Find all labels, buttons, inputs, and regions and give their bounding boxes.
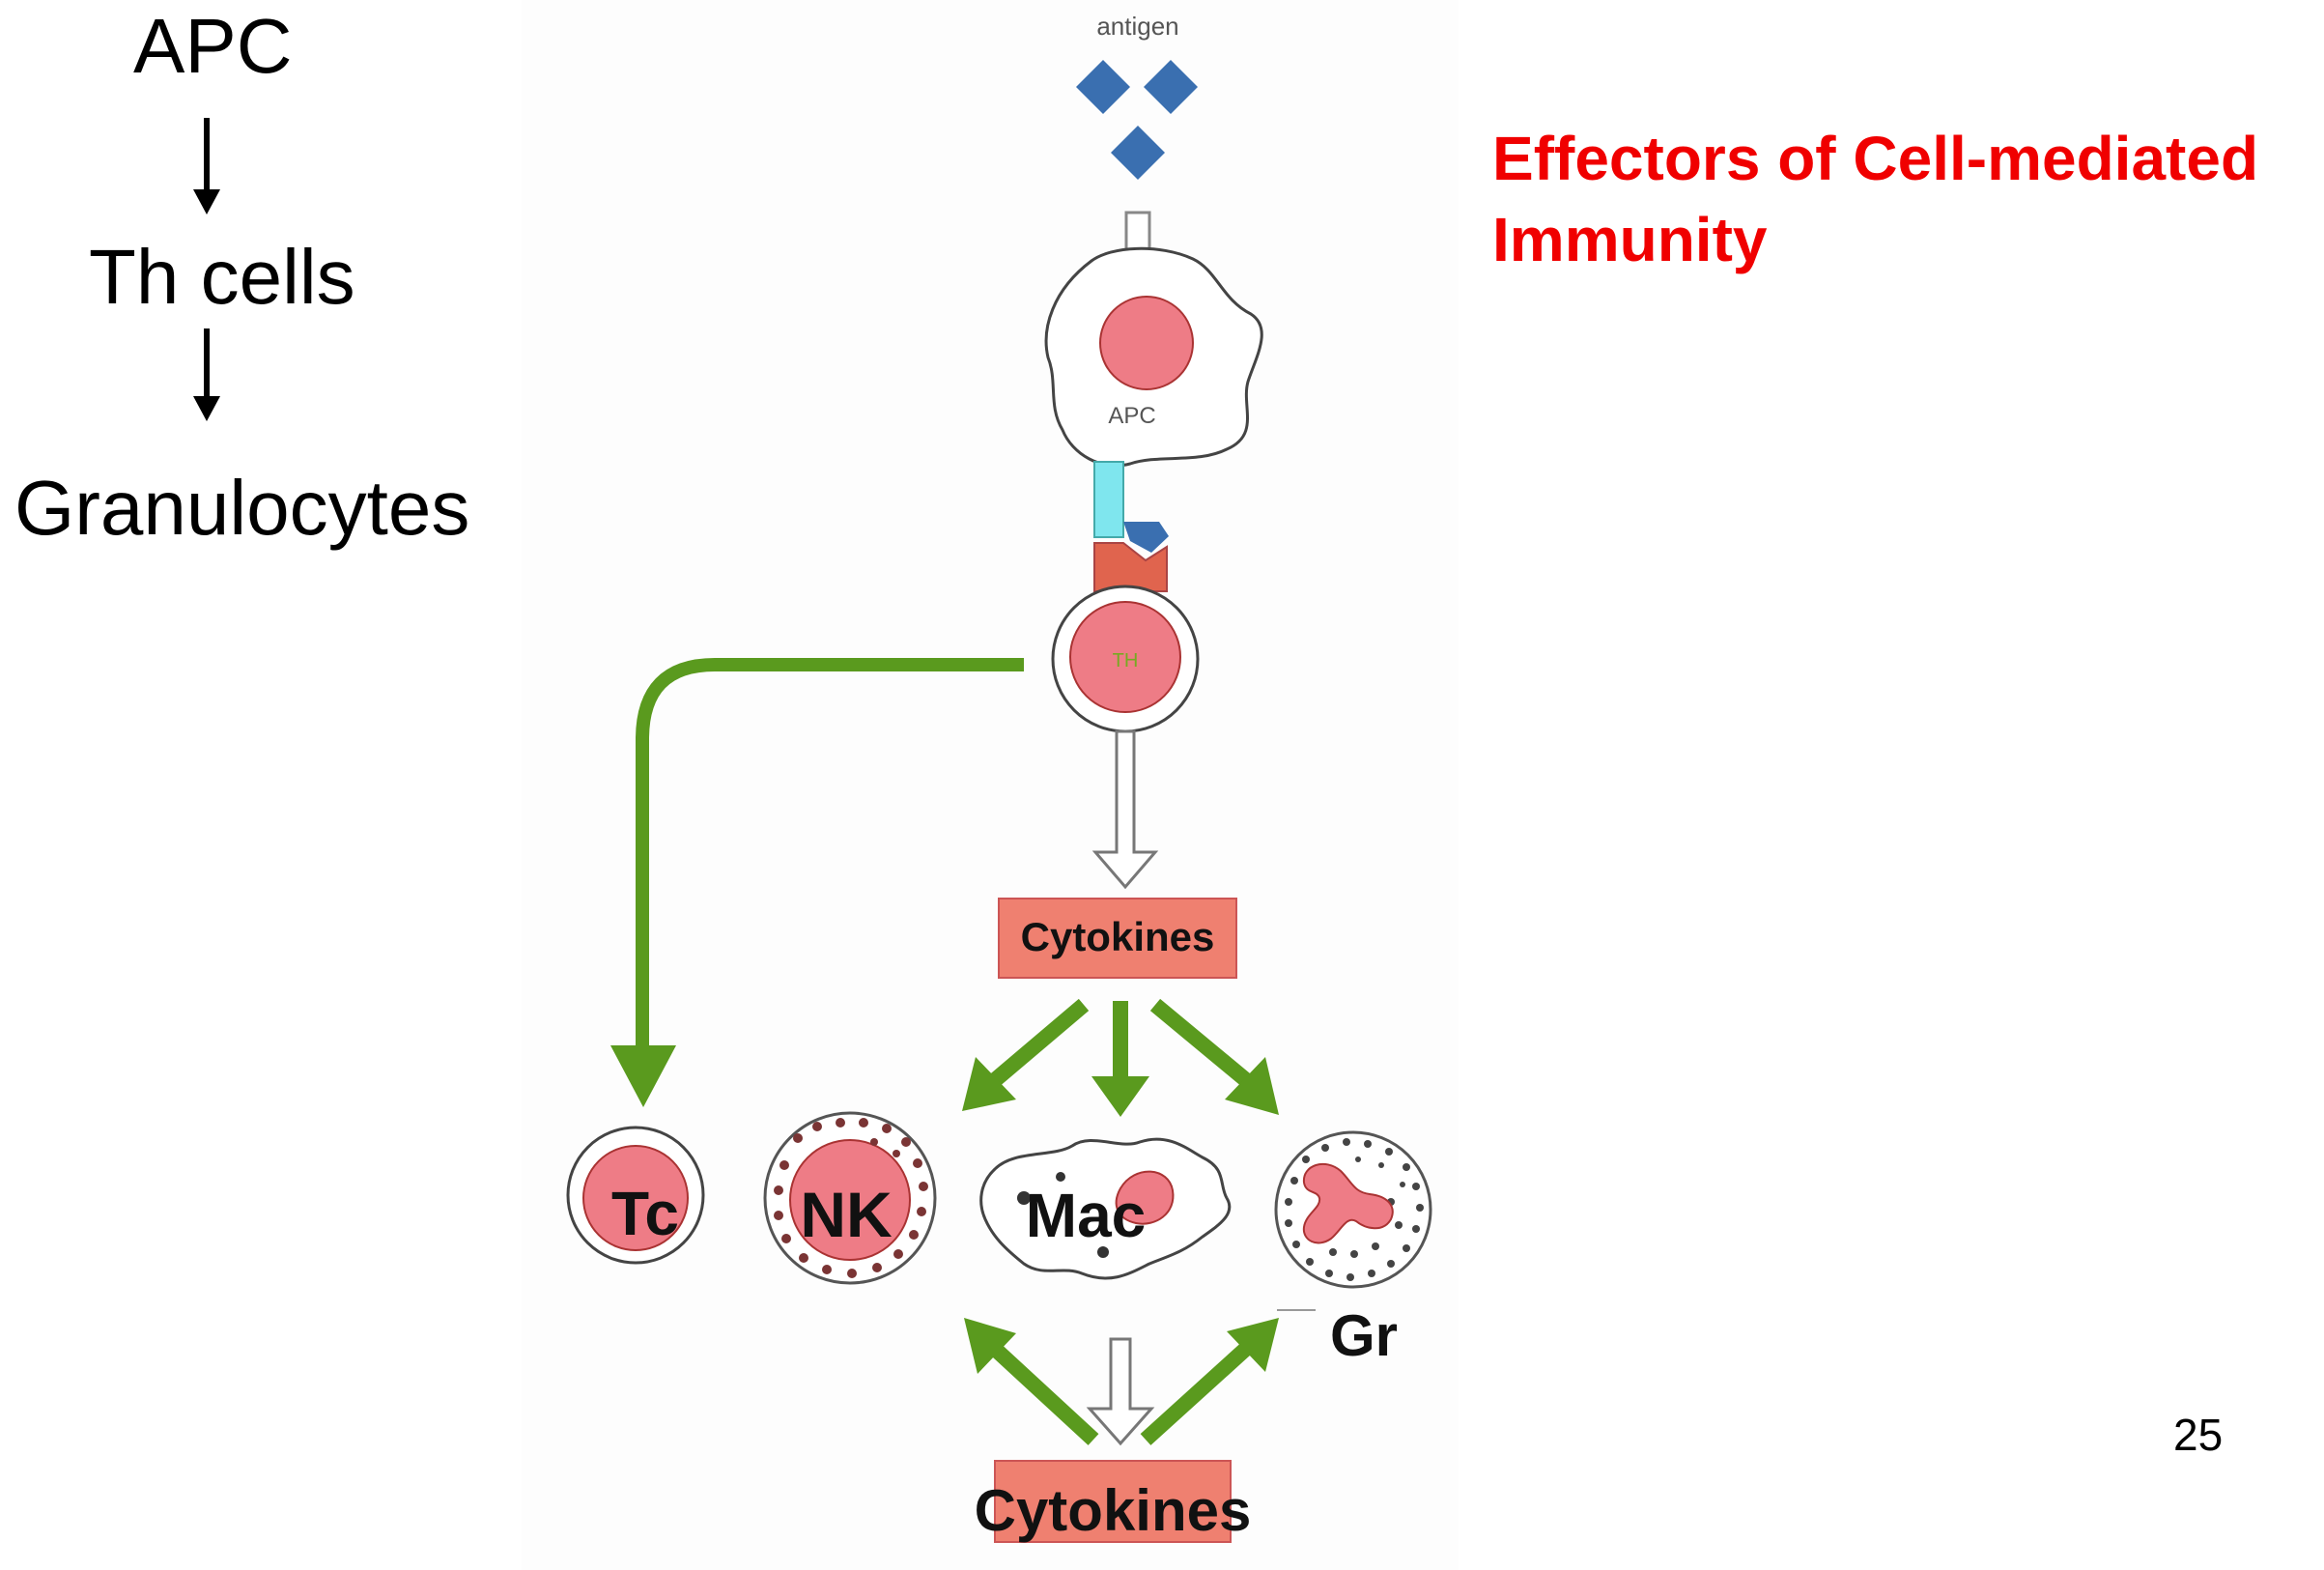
flow-th-cells: Th cells bbox=[89, 234, 355, 320]
slide-title-line1: Effectors of Cell-mediated bbox=[1492, 124, 2259, 193]
flow-granulocytes: Granulocytes bbox=[14, 465, 470, 551]
apc-cell-label: APC bbox=[1108, 403, 1155, 429]
hollow-arrow-icon bbox=[1091, 729, 1159, 890]
feedback-arrows bbox=[964, 1318, 1279, 1445]
nk-cell: NK bbox=[763, 1111, 937, 1285]
apc-cell: APC bbox=[1044, 246, 1263, 468]
cytokines-top-box: Cytokines bbox=[998, 898, 1237, 979]
granulocyte-cell bbox=[1274, 1130, 1432, 1289]
th-to-tc-arrow bbox=[610, 658, 1024, 1107]
nk-cell-label: NK bbox=[800, 1179, 893, 1250]
hollow-arrow-icon bbox=[1086, 1337, 1155, 1446]
flow-arrows bbox=[193, 118, 220, 421]
gr-cell-label: Gr bbox=[1330, 1303, 1398, 1368]
macrophage-cell: Mac bbox=[979, 1137, 1232, 1280]
tc-cell-label: Tc bbox=[611, 1179, 679, 1248]
th-cell-label: TH bbox=[1113, 650, 1139, 671]
antigen-label: antigen bbox=[1096, 12, 1178, 41]
page-number: 25 bbox=[2173, 1410, 2224, 1460]
down-arrow-icon bbox=[193, 328, 220, 421]
tc-cell: Tc bbox=[566, 1126, 705, 1265]
flow-apc: APC bbox=[133, 3, 293, 89]
antigen-icon bbox=[1076, 60, 1198, 180]
cytokines-top-label: Cytokines bbox=[1021, 914, 1215, 959]
slide-title-line2: Immunity bbox=[1492, 205, 1768, 274]
mhc-receptor bbox=[1093, 461, 1169, 592]
down-arrow-icon bbox=[193, 118, 220, 214]
cytokines-bottom-box: Cytokines bbox=[975, 1460, 1252, 1543]
slide-title: Effectors of Cell-mediated Immunity bbox=[1492, 118, 2258, 280]
mac-cell-label: Mac bbox=[1026, 1181, 1147, 1250]
th-cell: TH bbox=[1051, 585, 1200, 733]
diagram-panel bbox=[522, 0, 1459, 1570]
cytokines-bottom-label: Cytokines bbox=[975, 1478, 1252, 1543]
cytokine-effect-arrows bbox=[962, 998, 1279, 1117]
